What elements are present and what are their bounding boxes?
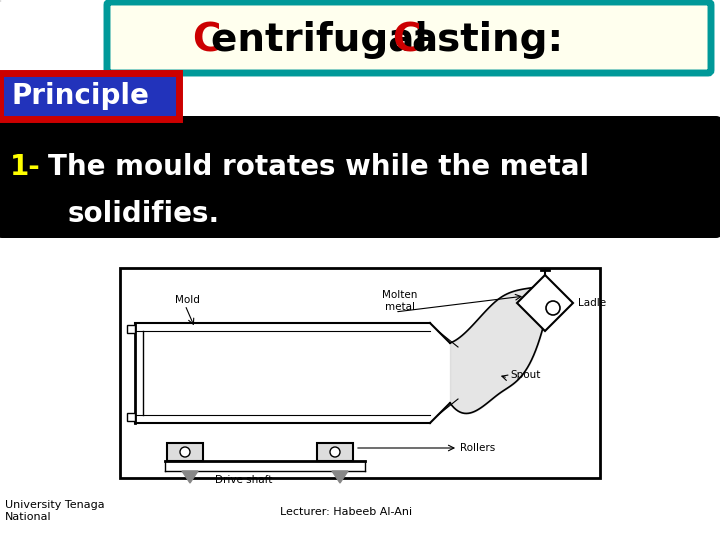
Text: entrifugal: entrifugal [211,21,441,59]
Bar [127,413,135,421]
Circle shape [180,447,190,457]
Text: asting:: asting: [411,21,563,59]
Text: Rollers: Rollers [460,443,495,453]
Text: The mould rotates while the metal: The mould rotates while the metal [48,153,589,181]
Text: Principle: Principle [12,82,150,110]
Polygon shape [332,471,348,483]
Text: solidifies.: solidifies. [68,200,220,228]
Bar [120,268,600,478]
Text: Spout: Spout [510,370,541,380]
Text: Drive shaft: Drive shaft [215,475,272,485]
Polygon shape [182,471,198,483]
Text: C: C [192,21,220,59]
Circle shape [330,447,340,457]
Polygon shape [517,275,573,331]
FancyBboxPatch shape [0,73,179,119]
Text: Molten
metal: Molten metal [382,290,418,312]
Bar [127,325,135,333]
Text: Ladle: Ladle [578,298,606,308]
FancyBboxPatch shape [107,2,711,73]
Text: University Tenaga
National: University Tenaga National [5,500,104,522]
Text: Mold: Mold [175,295,200,305]
Text: 1-: 1- [10,153,41,181]
Bar [167,443,203,461]
Bar [317,443,353,461]
Circle shape [546,301,560,315]
Text: C: C [392,21,420,59]
Text: Lecturer: Habeeb Al-Ani: Lecturer: Habeeb Al-Ani [280,507,412,517]
FancyBboxPatch shape [0,116,720,238]
